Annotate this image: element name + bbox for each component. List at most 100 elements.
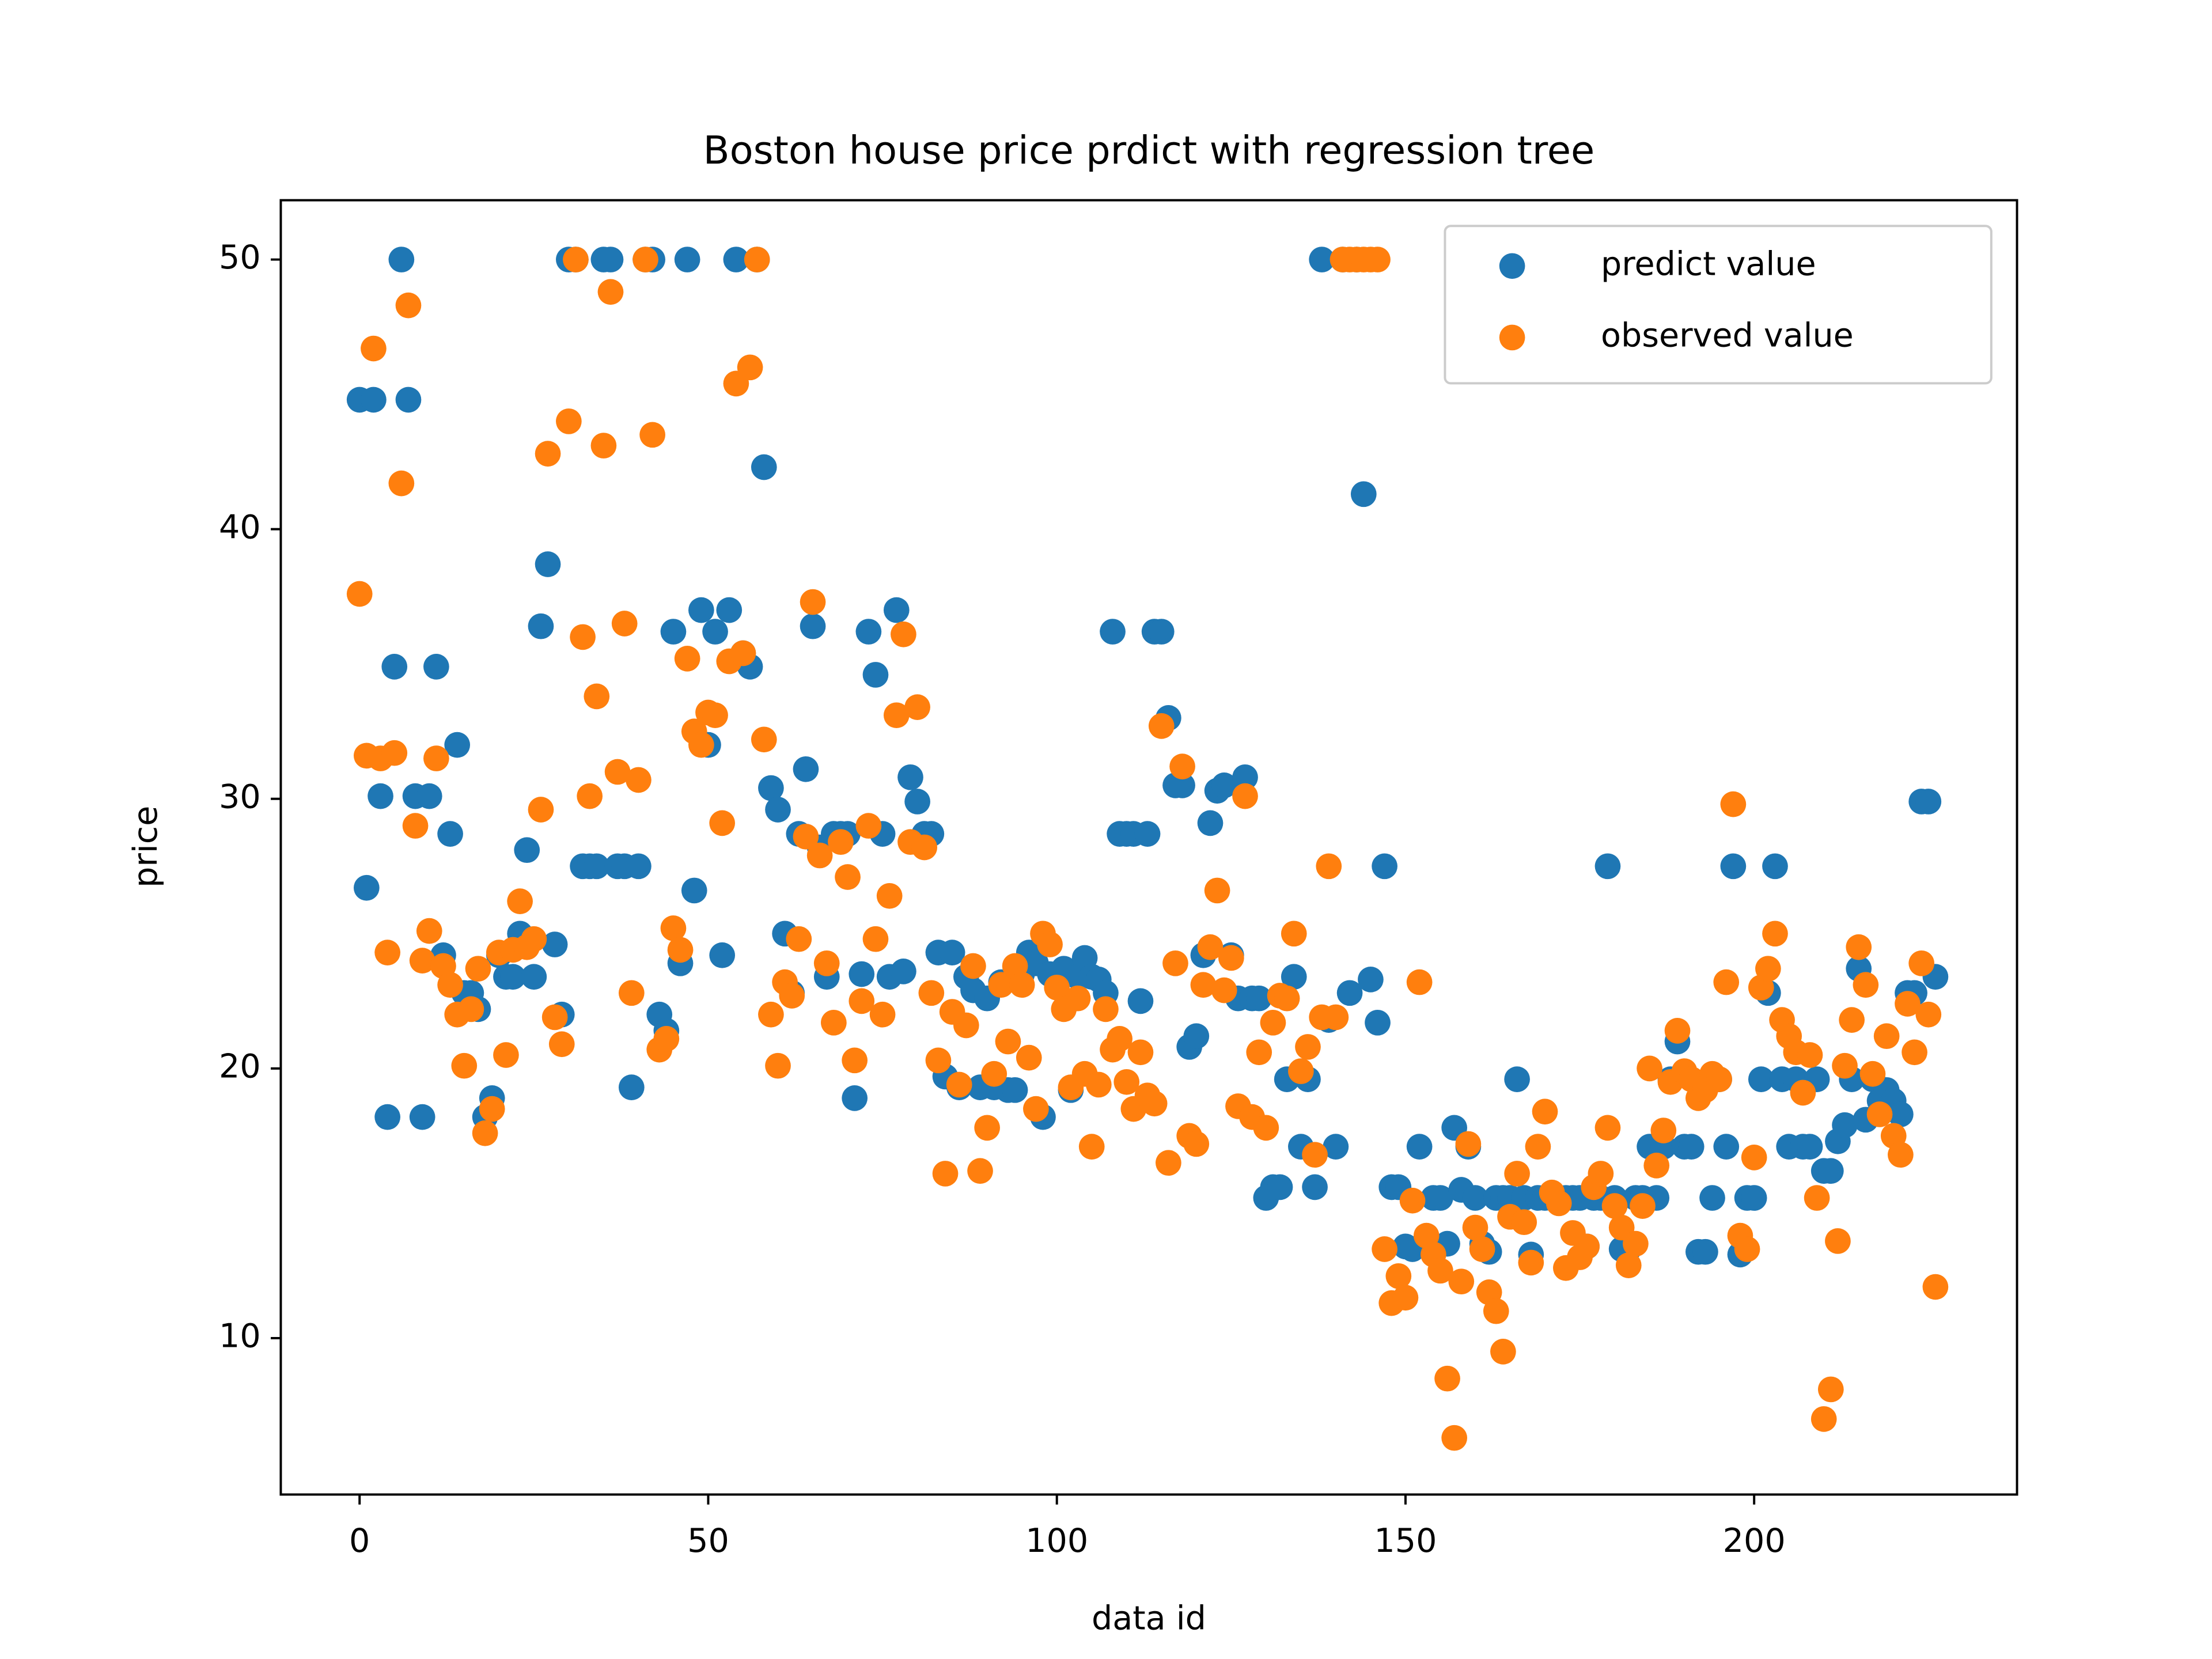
scatter-point [960, 953, 986, 979]
x-tick-label: 150 [1374, 1522, 1437, 1560]
scatter-point [1594, 853, 1621, 880]
scatter-point [653, 1026, 680, 1052]
scatter-point [1183, 1131, 1210, 1157]
scatter-point [423, 654, 449, 680]
scatter-point [437, 972, 463, 998]
scatter-point [1873, 1023, 1900, 1050]
scatter-point [1706, 1066, 1732, 1092]
scatter-point [521, 964, 547, 990]
scatter-point [1720, 791, 1747, 817]
legend-marker [1499, 324, 1525, 351]
scatter-point [1358, 967, 1384, 993]
scatter-point [451, 1052, 478, 1079]
scatter-point [1574, 1233, 1600, 1260]
chart-title: Boston house price prdict with regressio… [703, 128, 1595, 173]
scatter-point [570, 624, 596, 650]
scatter-point [925, 1047, 952, 1074]
scatter-point [779, 983, 805, 1009]
scatter-point [437, 821, 463, 847]
scatter-point [1037, 931, 1063, 957]
scatter-point [891, 959, 916, 984]
scatter-point [1846, 934, 1872, 960]
scatter-point [1511, 1209, 1537, 1236]
scatter-point [974, 1115, 1000, 1141]
scatter-point [876, 882, 903, 909]
scatter-point [709, 810, 736, 836]
scatter-point [967, 1158, 993, 1184]
scatter-point [911, 834, 938, 861]
scatter-point [1183, 1023, 1210, 1050]
x-axis-label: data id [1092, 1600, 1206, 1638]
scatter-point [381, 654, 408, 680]
scatter-point [1288, 1058, 1314, 1084]
scatter-point [946, 1071, 972, 1098]
scatter-point [1755, 956, 1781, 982]
scatter-point [1915, 789, 1942, 815]
scatter-point [381, 740, 408, 766]
scatter-point [1107, 1026, 1132, 1052]
scatter-point [1546, 1190, 1572, 1217]
scatter-point [932, 1161, 959, 1187]
scatter-point [1141, 1090, 1168, 1117]
scatter-point [1162, 950, 1188, 976]
scatter-point [1267, 1174, 1293, 1200]
scatter-point [590, 433, 617, 459]
scatter-point [1427, 1185, 1453, 1211]
scatter-point [1156, 1150, 1181, 1176]
scatter-point [751, 726, 777, 753]
scatter-point [611, 611, 638, 637]
scatter-point [1839, 1007, 1865, 1033]
scatter-point [1260, 1009, 1286, 1036]
scatter-point [674, 646, 700, 672]
scatter-point [1246, 985, 1272, 1012]
scatter-point [813, 950, 840, 976]
scatter-point [1817, 1158, 1844, 1184]
scatter-point [835, 864, 861, 890]
scatter-point [842, 1085, 868, 1111]
scatter-point [800, 589, 826, 615]
scatter-point [604, 759, 631, 785]
scatter-point [1078, 1134, 1105, 1160]
scatter-point [597, 279, 624, 305]
scatter-point [416, 783, 442, 809]
scatter-point [1532, 1099, 1558, 1125]
scatter-point [541, 931, 568, 957]
scatter-point [1832, 1112, 1858, 1138]
scatter-point [521, 926, 547, 952]
scatter-point [1741, 1145, 1767, 1171]
scatter-point [1692, 1238, 1718, 1265]
scatter-point [688, 597, 714, 623]
scatter-point [1588, 1161, 1614, 1187]
scatter-point [1664, 1018, 1691, 1044]
scatter-point [1615, 1252, 1642, 1278]
scatter-point [1817, 1376, 1844, 1403]
scatter-point [660, 619, 687, 645]
x-tick-label: 0 [349, 1522, 370, 1560]
y-tick-label: 20 [219, 1048, 261, 1086]
scatter-point [409, 948, 435, 974]
scatter-point [465, 956, 491, 982]
scatter-point [493, 1042, 519, 1068]
scatter-point [1044, 975, 1070, 1001]
scatter-point [514, 837, 540, 863]
scatter-point [1518, 1249, 1544, 1276]
scatter-point [702, 619, 728, 645]
scatter-point [584, 683, 610, 710]
scatter-point [1281, 964, 1307, 990]
scatter-point [1902, 1039, 1927, 1066]
scatter-point [1323, 1134, 1349, 1160]
scatter-point [1504, 1066, 1530, 1092]
scatter-point [939, 940, 965, 965]
scatter-point [353, 874, 380, 901]
scatter-point [1922, 1274, 1949, 1300]
scatter-point [793, 756, 819, 782]
scatter-point [1441, 1425, 1468, 1451]
scatter-point [1790, 1080, 1816, 1106]
scatter-point [1197, 934, 1224, 960]
scatter-point [751, 454, 777, 480]
scatter-point [388, 247, 415, 272]
scatter-point [1316, 853, 1342, 880]
scatter-point [1741, 1185, 1767, 1211]
scatter-point [1713, 1134, 1740, 1160]
